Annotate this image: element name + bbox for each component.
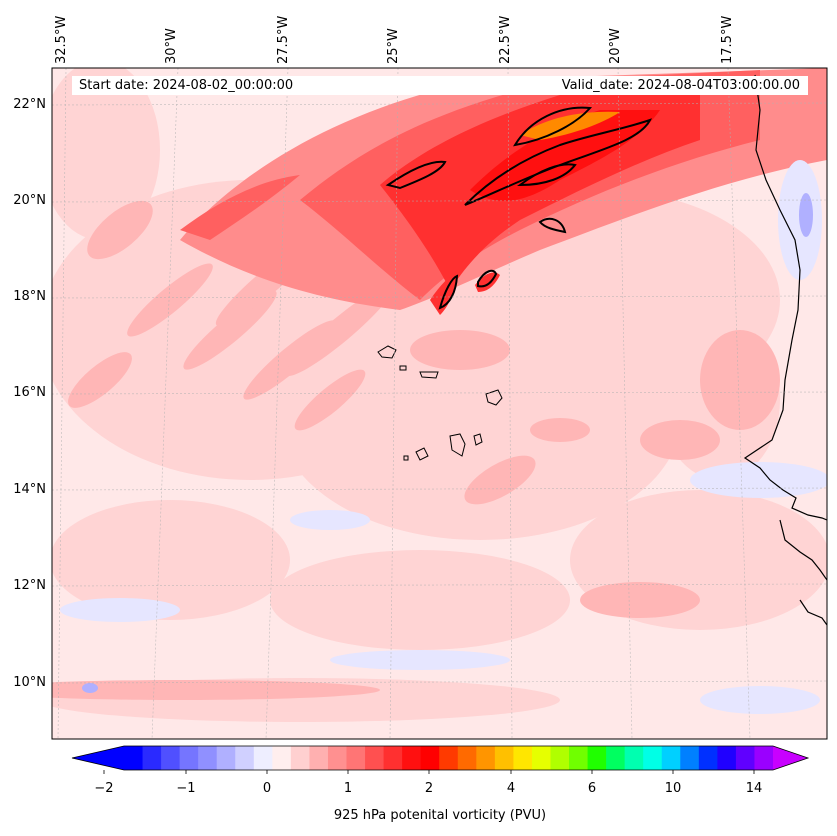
map-frame — [51, 67, 828, 740]
lat-label-20n: 20°N — [13, 193, 46, 208]
lon-label-22-5w: 22.5°W — [498, 15, 513, 64]
colorbar-tick-label: 4 — [506, 781, 516, 796]
colorbar-swatch — [161, 746, 181, 770]
colorbar-tick-label: 2 — [424, 781, 434, 796]
colorbar-swatch — [420, 746, 440, 770]
colorbar-swatch — [309, 746, 329, 770]
colorbar-swatch — [365, 746, 385, 770]
colorbar-swatch — [476, 746, 496, 770]
colorbar-swatch — [550, 746, 570, 770]
colorbar-tick-label: 1 — [343, 781, 353, 796]
colorbar-outline — [71, 745, 810, 771]
lon-label-32-5w: 32.5°W — [54, 15, 69, 64]
colorbar-swatch — [198, 746, 218, 770]
colorbar-swatch — [327, 746, 348, 770]
colorbar-tick-label: −1 — [176, 781, 196, 796]
lat-label-14n: 14°N — [13, 482, 46, 497]
lat-label-10n: 10°N — [13, 675, 46, 690]
colorbar-swatch — [513, 746, 533, 770]
colorbar-swatch — [494, 746, 514, 770]
colorbar-swatch — [587, 746, 607, 770]
colorbar-swatch — [643, 746, 663, 770]
colorbar-swatch — [346, 746, 366, 770]
lat-label-16n: 16°N — [13, 385, 46, 400]
colorbar-extend-min — [72, 746, 124, 770]
map-area — [52, 68, 827, 739]
colorbar-tick-label: 14 — [745, 781, 763, 796]
africa-coastline — [743, 74, 827, 626]
colorbar-swatch — [439, 746, 459, 770]
lon-label-30w: 30°W — [164, 28, 179, 64]
colorbar-swatch — [402, 746, 422, 770]
date-info-box: Start date: 2024-08-02_00:00:00 Valid_da… — [72, 76, 808, 95]
colorbar-swatch — [569, 746, 589, 770]
colorbar-swatch — [383, 746, 403, 770]
pv-contour-2 — [385, 106, 652, 310]
colorbar-swatch — [290, 746, 310, 770]
colorbar-swatch — [272, 746, 292, 770]
lon-label-20w: 20°W — [608, 28, 623, 64]
colorbar-swatch — [624, 746, 644, 770]
colorbar-swatch — [216, 746, 236, 770]
colorbar-swatch — [661, 746, 681, 770]
pv-field-negative-strong — [82, 193, 813, 693]
colorbar-swatch — [735, 746, 755, 770]
lon-label-17-5w: 17.5°W — [720, 15, 735, 64]
colorbar-swatch — [124, 746, 144, 770]
start-date: Start date: 2024-08-02_00:00:00 — [79, 78, 294, 93]
colorbar-tick-label: −2 — [94, 781, 114, 796]
colorbar-tick-label: 6 — [587, 781, 597, 796]
colorbar-swatch — [235, 746, 255, 770]
colorbar-label: 925 hPa potenital vorticity (PVU) — [333, 808, 547, 823]
colorbar-swatch — [457, 746, 477, 770]
graticule — [52, 68, 827, 739]
colorbar-swatch — [698, 746, 718, 770]
lat-label-12n: 12°N — [13, 578, 46, 593]
colorbar-tick-label: 10 — [664, 781, 682, 796]
colorbar-swatch — [754, 746, 774, 770]
lon-label-25w: 25°W — [386, 28, 401, 64]
lat-label-18n: 18°N — [13, 289, 46, 304]
colorbar-swatch — [717, 746, 737, 770]
colorbar-swatch — [179, 746, 199, 770]
colorbar-swatch — [142, 746, 162, 770]
colorbar-extend-max — [773, 746, 808, 770]
valid-date: Valid_date: 2024-08-04T03:00:00.00 — [561, 78, 800, 93]
lon-label-27-5w: 27.5°W — [276, 15, 291, 64]
colorbar — [71, 745, 810, 774]
colorbar-swatch — [531, 746, 551, 770]
colorbar-swatch — [253, 746, 273, 770]
colorbar-swatch — [606, 746, 626, 770]
colorbar-tick-label: 0 — [262, 781, 272, 796]
lat-label-22n: 22°N — [13, 97, 46, 112]
cape-verde-islands — [377, 345, 503, 461]
colorbar-swatch — [680, 746, 700, 770]
